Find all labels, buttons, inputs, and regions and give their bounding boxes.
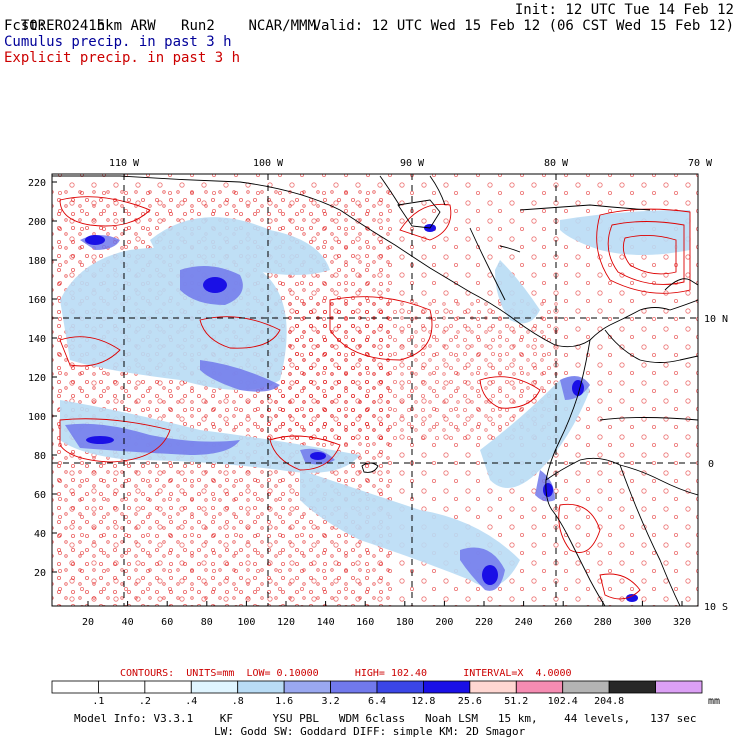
lon-label: 80 W: [544, 158, 569, 169]
longitude-labels: 110 W 100 W 90 W 80 W 70 W: [109, 158, 713, 169]
grid-y-tick-label: 60: [34, 490, 46, 501]
grid-y-tick-label: 160: [28, 295, 46, 306]
colorbar-label: .2: [139, 696, 151, 707]
init-time: Init: 12 UTC Tue 14 Feb 12: [514, 2, 734, 18]
grid-x-tick-label: 180: [396, 617, 414, 628]
colorbar-swatch: [98, 680, 146, 694]
contours-interval: INTERVAL=X 4.0000: [463, 668, 572, 679]
colorbar-label: 204.8: [594, 696, 624, 707]
colorbar-label: .8: [232, 696, 244, 707]
coastlines: [52, 175, 698, 606]
physics-info: LW: Godd SW: Goddard DIFF: simple KM: 2D…: [214, 725, 526, 738]
colorbar-label: .4: [185, 696, 197, 707]
grid-x-tick-label: 80: [201, 617, 213, 628]
explicit-contours: [59, 196, 691, 600]
cumulus-heavy-cores: [85, 224, 638, 602]
colorbar-label: 1.6: [275, 696, 293, 707]
grid-x-tick-label: 320: [673, 617, 691, 628]
grid-y-tick-label: 180: [28, 256, 46, 267]
grid-x-ticks: 20 40 60 80 100 120 140 160 180 200 220 240 260 280 30…: [82, 601, 691, 628]
colorbar-label: 12.8: [411, 696, 435, 707]
contours-units: UNITS=mm: [186, 668, 235, 679]
grid-x-tick-label: 160: [356, 617, 374, 628]
header-model: TORERO 15km ARW Run2 NCAR/MMM: [4, 2, 316, 34]
colorbar-label: 102.4: [548, 696, 578, 707]
lon-label: 110 W: [109, 158, 140, 169]
colorbar-swatch: [562, 680, 610, 694]
colorbar-label: 25.6: [458, 696, 482, 707]
colorbar-swatch: [51, 680, 99, 694]
contours-label: CONTOURS:: [120, 668, 175, 679]
colorbar-swatch: [376, 680, 424, 694]
grid-x-tick-label: 40: [122, 617, 134, 628]
lat-label: 0: [708, 459, 714, 470]
map-frame: [51, 173, 699, 607]
colorbar-label: 51.2: [504, 696, 528, 707]
colorbar-swatch: [283, 680, 331, 694]
colorbar-label: .1: [92, 696, 104, 707]
colorbar-unit: mm: [708, 696, 720, 707]
grid-y-tick-label: 40: [34, 529, 46, 540]
grid-y-tick-label: 200: [28, 217, 46, 228]
fcst-label: Fcst:: [4, 18, 47, 34]
lon-label: 90 W: [400, 158, 425, 169]
colorbar-label: 3.2: [322, 696, 340, 707]
org-label: NCAR/MMM: [248, 18, 316, 34]
grid-y-tick-label: 80: [34, 451, 46, 462]
colorbar-swatch: [330, 680, 378, 694]
precip-field: [52, 174, 698, 606]
grid-x-tick-label: 240: [515, 617, 533, 628]
grid-x-tick-label: 20: [82, 617, 94, 628]
colorbar-swatch: [469, 680, 517, 694]
grid-x-tick-label: 140: [317, 617, 335, 628]
grid-x-tick-label: 260: [554, 617, 572, 628]
contours-info: CONTOURS: UNITS=mm LOW= 0.10000 HIGH= 10…: [120, 668, 572, 679]
colorbar-swatch: [190, 680, 239, 694]
forecast-hours: Fcst: 24 h: [4, 18, 105, 34]
model-name: TORERO: [20, 18, 72, 34]
grid-x-tick-label: 220: [475, 617, 493, 628]
grid-label: 15km ARW: [88, 18, 156, 34]
grid-y-tick-label: 220: [28, 178, 46, 189]
colorbar-swatch: [655, 680, 703, 694]
fcst-value: 24 h: [71, 18, 106, 34]
lon-label: 100 W: [253, 158, 284, 169]
latitude-labels: 10 N 0 10 S: [704, 314, 728, 613]
lon-label: 70 W: [688, 158, 713, 169]
colorbar-swatch: [423, 680, 471, 694]
run-label: Run2: [181, 18, 215, 34]
valid-time: Valid: 12 UTC Wed 15 Feb 12 (06 CST Wed …: [312, 18, 734, 34]
grid-y-tick-label: 100: [28, 412, 46, 423]
graticule: [52, 174, 698, 606]
grid-y-tick-label: 20: [34, 568, 46, 579]
grid-x-tick-label: 120: [277, 617, 295, 628]
colorbar: .1 .2 .4 .8 1.6 3.2 6.4 12.8 25.6 51.2 102.4 204.8 m…: [51, 680, 720, 707]
grid-y-tick-label: 120: [28, 373, 46, 384]
model-info: Model Info: V3.3.1 KF YSU PBL WDM 6class…: [74, 712, 697, 725]
colorbar-swatch: [237, 680, 285, 694]
contours-high: HIGH= 102.40: [354, 668, 428, 679]
field-cumulus-label: Cumulus precip. in past 3 h: [4, 34, 232, 50]
colorbar-swatch: [608, 680, 656, 694]
colorbar-swatch: [144, 680, 192, 694]
grid-y-tick-label: 140: [28, 334, 46, 345]
grid-x-tick-label: 200: [435, 617, 453, 628]
grid-x-tick-label: 300: [633, 617, 651, 628]
grid-y-ticks: 220 200 180 160 140 120 100 80 60 40 20: [28, 178, 57, 579]
lat-label: 10 N: [704, 314, 728, 325]
grid-x-tick-label: 280: [594, 617, 612, 628]
colorbar-swatch: [515, 680, 564, 694]
colorbar-label: 6.4: [368, 696, 386, 707]
grid-x-tick-label: 100: [237, 617, 255, 628]
field-explicit-label: Explicit precip. in past 3 h: [4, 50, 241, 66]
contours-low: LOW= 0.10000: [246, 668, 319, 679]
lat-label: 10 S: [704, 602, 728, 613]
grid-x-tick-label: 60: [161, 617, 173, 628]
